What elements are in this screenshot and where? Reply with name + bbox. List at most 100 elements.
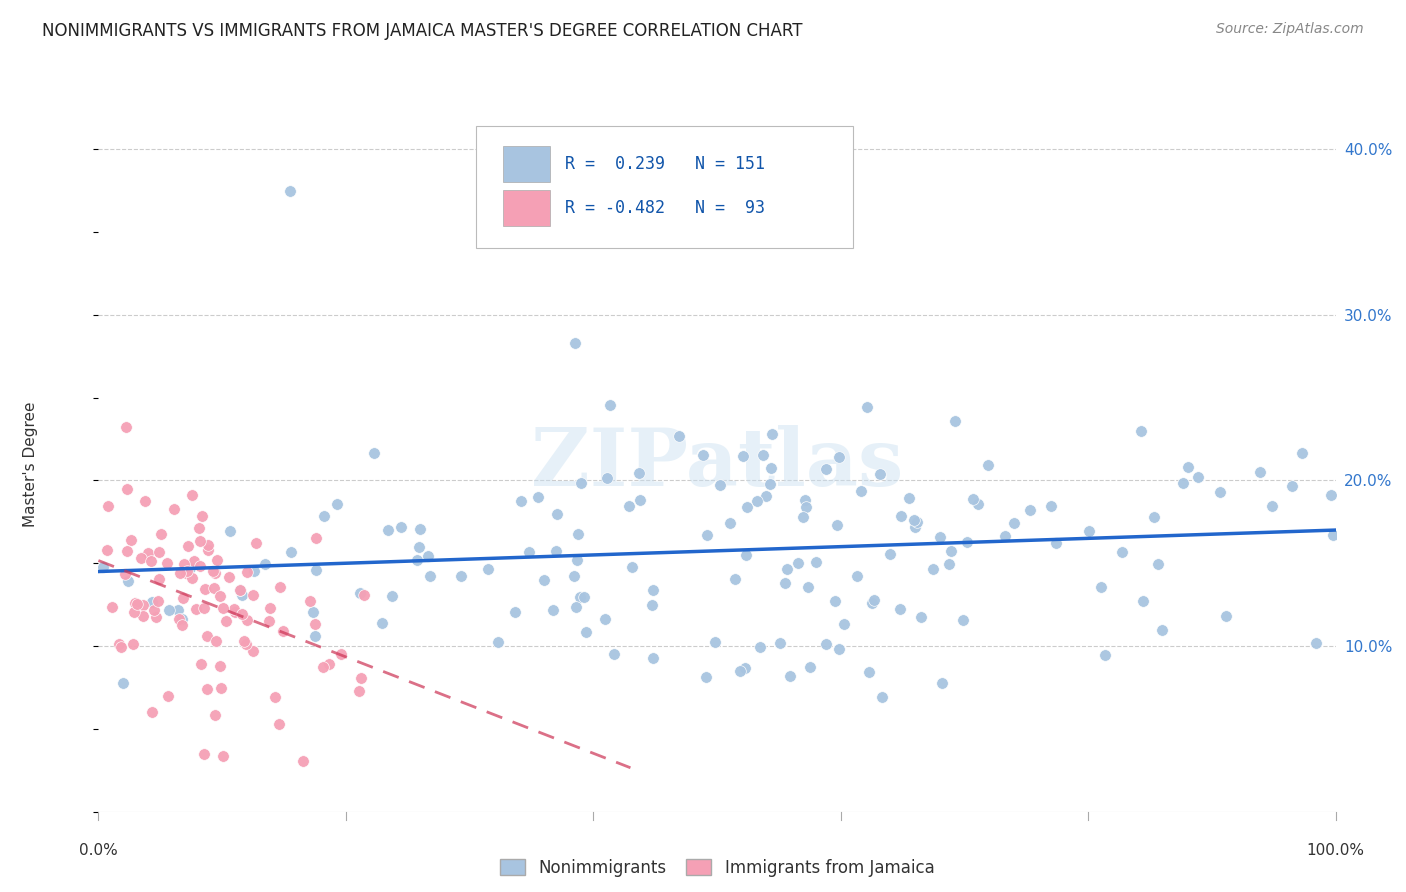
Point xyxy=(235,637,257,651)
Point xyxy=(156,556,179,570)
Point xyxy=(1130,424,1153,438)
Point xyxy=(994,529,1017,543)
Point xyxy=(962,491,984,506)
Point xyxy=(231,607,253,622)
Point xyxy=(202,564,225,578)
Point xyxy=(1078,524,1101,538)
Point xyxy=(858,665,880,680)
Point xyxy=(751,448,773,462)
Point xyxy=(129,550,152,565)
Point xyxy=(596,471,619,485)
Point xyxy=(718,516,741,530)
Point xyxy=(889,602,911,616)
Point xyxy=(517,545,540,559)
Point xyxy=(278,184,301,198)
Point xyxy=(170,618,193,632)
Point xyxy=(353,588,375,602)
Point xyxy=(363,446,385,460)
FancyBboxPatch shape xyxy=(503,146,550,182)
Point xyxy=(193,600,215,615)
Point xyxy=(834,617,856,632)
Point xyxy=(1281,479,1303,493)
Point xyxy=(242,643,264,657)
Point xyxy=(450,569,472,583)
Point xyxy=(148,572,170,586)
Point xyxy=(1152,623,1174,637)
Text: R =  0.239   N = 151: R = 0.239 N = 151 xyxy=(565,155,765,173)
Point xyxy=(668,428,690,442)
Point xyxy=(759,477,782,491)
Legend: Nonimmigrants, Immigrants from Jamaica: Nonimmigrants, Immigrants from Jamaica xyxy=(494,852,941,883)
Point xyxy=(869,467,891,481)
Text: NONIMMIGRANTS VS IMMIGRANTS FROM JAMAICA MASTER'S DEGREE CORRELATION CHART: NONIMMIGRANTS VS IMMIGRANTS FROM JAMAICA… xyxy=(42,22,803,40)
Point xyxy=(371,615,394,630)
Point xyxy=(870,690,893,705)
Point xyxy=(849,483,872,498)
Point xyxy=(603,647,626,661)
Point xyxy=(695,670,717,684)
Point xyxy=(167,612,190,626)
Point xyxy=(176,564,198,578)
Point xyxy=(567,553,589,567)
Point xyxy=(619,499,641,513)
Point xyxy=(318,657,340,671)
Point xyxy=(943,414,966,428)
Point xyxy=(205,553,228,567)
Point xyxy=(1094,648,1116,663)
Point xyxy=(956,535,979,549)
Point xyxy=(748,640,770,654)
Point xyxy=(1177,460,1199,475)
Point xyxy=(1261,499,1284,513)
Point xyxy=(304,629,326,643)
Point xyxy=(173,557,195,571)
Point xyxy=(269,580,291,594)
Point xyxy=(222,602,245,616)
Point xyxy=(1111,545,1133,559)
Point xyxy=(377,523,399,537)
Point xyxy=(157,603,180,617)
Point xyxy=(134,494,156,508)
Point xyxy=(503,605,526,619)
Point xyxy=(1002,516,1025,530)
Point xyxy=(905,515,928,529)
Point xyxy=(730,665,752,679)
Point xyxy=(938,557,960,571)
Point xyxy=(243,564,266,578)
Point xyxy=(197,542,219,557)
Point xyxy=(827,517,849,532)
Point xyxy=(132,599,155,613)
Point xyxy=(779,669,801,683)
Point xyxy=(575,625,598,640)
Point xyxy=(253,557,276,571)
Point xyxy=(146,594,169,608)
Point xyxy=(112,675,135,690)
Point xyxy=(787,556,810,570)
Point xyxy=(148,545,170,559)
Point xyxy=(1209,484,1232,499)
Point xyxy=(564,335,586,350)
Point xyxy=(792,510,814,524)
Point xyxy=(846,569,869,583)
Point xyxy=(188,558,211,573)
Point xyxy=(828,450,851,465)
Point xyxy=(814,462,837,476)
Point xyxy=(510,493,533,508)
Point xyxy=(1215,609,1237,624)
Point xyxy=(218,570,240,584)
Point xyxy=(1147,557,1170,571)
Point xyxy=(903,513,925,527)
Point xyxy=(569,590,592,604)
Point xyxy=(543,603,565,617)
Point xyxy=(799,659,821,673)
Point xyxy=(157,689,180,703)
Point xyxy=(120,533,142,547)
Point xyxy=(177,539,200,553)
Point xyxy=(769,636,792,650)
Point xyxy=(229,583,252,598)
Point xyxy=(1040,500,1063,514)
Point xyxy=(211,601,233,615)
Point xyxy=(696,527,718,541)
Point xyxy=(91,559,114,574)
Point xyxy=(890,508,912,523)
Point xyxy=(117,574,139,588)
